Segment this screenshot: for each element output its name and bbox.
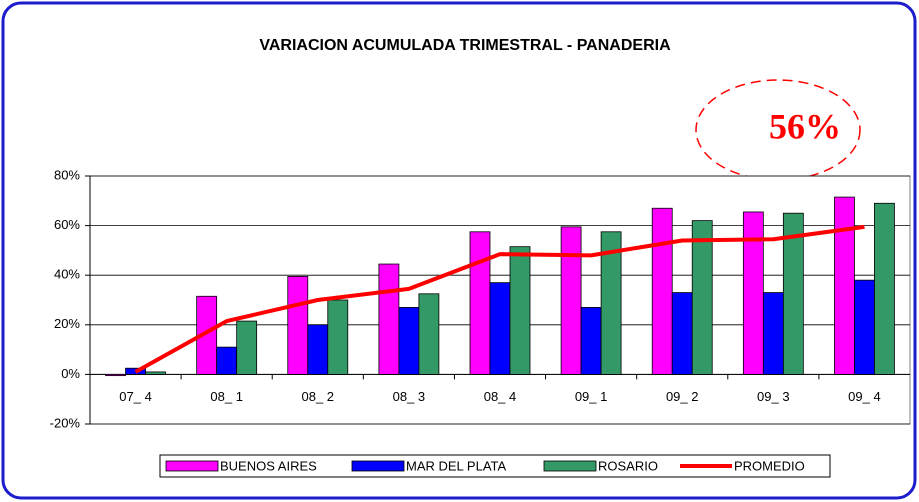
bar [418,293,440,375]
bar [834,196,855,375]
legend-box [159,454,831,478]
x-tick-label: 08_ 2 [302,389,335,404]
bar [854,279,875,375]
legend-swatch [165,460,219,472]
bar [671,292,693,375]
x-tick-label: 09_ 4 [848,389,881,404]
bar [651,207,673,375]
y-tick-label: 60% [54,217,80,232]
x-tick-label: 08_ 4 [484,389,517,404]
legend-swatch [543,460,597,472]
x-tick-label: 09_ 1 [575,389,608,404]
x-tick-label: 08_ 1 [210,389,243,404]
bar [509,246,531,375]
bar [398,307,420,375]
bar [307,324,329,375]
line-series [134,224,865,374]
bar [600,231,622,375]
bar [874,202,895,375]
legend-label: BUENOS AIRES [220,458,317,473]
bar [145,371,166,375]
y-tick-label: 0% [61,366,80,381]
legend-label: ROSARIO [598,458,658,473]
x-tick-label: 09_ 3 [757,389,790,404]
bar [327,299,349,375]
bar [762,292,784,375]
bar [489,282,511,375]
x-tick-label: 07_ 4 [119,389,152,404]
y-tick-label: -20% [50,415,81,430]
y-tick-label: 40% [54,267,80,282]
y-tick-label: 20% [54,316,80,331]
x-tick-label: 09_ 2 [666,389,699,404]
bar [691,220,713,375]
bar [580,307,602,375]
bar [287,276,309,375]
legend-label: PROMEDIO [734,458,805,473]
legend-swatch [351,460,405,472]
x-tick-label: 08_ 3 [393,389,426,404]
y-tick-label: 80% [54,167,80,182]
chart-title: VARIACION ACUMULADA TRIMESTRAL - PANADER… [259,37,671,54]
annotation: 56% [769,106,841,146]
bar [236,320,258,375]
bar [196,295,218,375]
bar [469,231,491,375]
bar [560,226,582,375]
bar [742,211,764,375]
bar [782,212,804,375]
bar [216,346,238,375]
bar [105,373,126,377]
bar [378,263,400,375]
legend-label: MAR DEL PLATA [406,458,507,473]
